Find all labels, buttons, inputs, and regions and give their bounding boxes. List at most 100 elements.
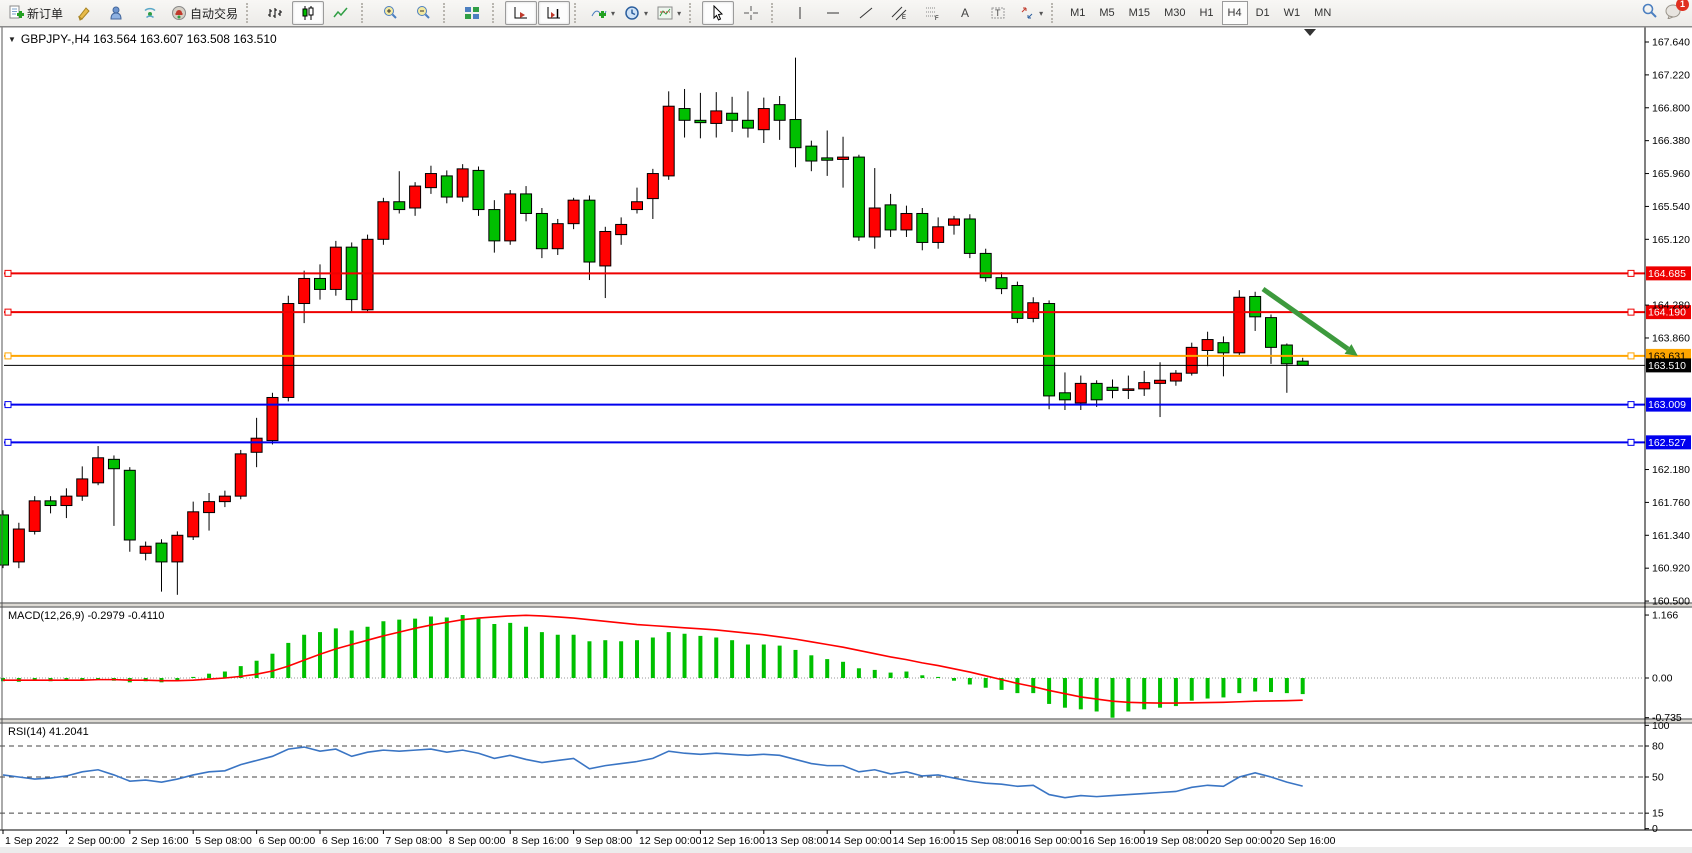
svg-text:165.540: 165.540 — [1652, 201, 1690, 213]
svg-text:-0.735: -0.735 — [1652, 712, 1682, 724]
notifications-button[interactable]: 1 — [1664, 0, 1689, 24]
svg-text:160.920: 160.920 — [1652, 563, 1690, 575]
macd-panel: 1.166 0.00 -0.735 — [0, 610, 1682, 724]
trendline-icon — [858, 5, 874, 21]
line-chart-button[interactable] — [325, 1, 357, 25]
templates-icon — [657, 5, 673, 21]
rsi-indicator-label: RSI(14) 41.2041 — [8, 726, 89, 738]
timeframe-m15[interactable]: M15 — [1128, 7, 1151, 19]
svg-text:13 Sep 08:00: 13 Sep 08:00 — [766, 835, 829, 847]
svg-text:8 Sep 00:00: 8 Sep 00:00 — [449, 835, 506, 847]
candlestick-chart-button[interactable] — [292, 1, 325, 25]
svg-text:50: 50 — [1652, 772, 1664, 784]
svg-text:8 Sep 16:00: 8 Sep 16:00 — [512, 835, 569, 847]
price-line-164.190[interactable]: 164.190 — [4, 305, 1691, 320]
svg-text:6 Sep 00:00: 6 Sep 00:00 — [259, 835, 316, 847]
dropdown-arrow-icon: ▾ — [677, 8, 682, 18]
dropdown-arrow-icon: ▾ — [1039, 8, 1044, 18]
svg-text:15 Sep 08:00: 15 Sep 08:00 — [956, 835, 1019, 847]
new-order-button[interactable]: 新订单 — [4, 1, 67, 25]
svg-text:167.220: 167.220 — [1652, 69, 1690, 81]
timeframe-h4[interactable]: H4 — [1221, 1, 1248, 25]
arrows-tool-button[interactable]: ▾ — [1015, 1, 1047, 25]
bar-chart-button[interactable] — [259, 1, 291, 25]
svg-text:165.960: 165.960 — [1652, 168, 1690, 180]
trendline-tool-button[interactable] — [850, 1, 882, 25]
signals-icon — [142, 5, 158, 21]
fibonacci-icon: F — [924, 5, 940, 21]
timeframe-toolbar: M1 M5 M15 M30 H1 H4 D1 W1 MN — [1064, 1, 1337, 25]
timeframe-mn[interactable]: MN — [1314, 7, 1332, 19]
crosshair-icon — [743, 5, 759, 21]
timeframe-h1[interactable]: H1 — [1199, 7, 1214, 19]
svg-text:20 Sep 00:00: 20 Sep 00:00 — [1210, 835, 1273, 847]
svg-text:160.500: 160.500 — [1652, 596, 1690, 608]
search-icon[interactable] — [1641, 2, 1658, 24]
autotrading-button[interactable]: 自动交易 — [167, 1, 242, 25]
timeframe-m5[interactable]: M5 — [1099, 7, 1115, 19]
chart-window[interactable]: 164.685 164.190 163.631 163.510 163.009 162.5… — [0, 26, 1692, 853]
svg-text:167.640: 167.640 — [1652, 37, 1690, 49]
svg-text:E: E — [902, 15, 906, 21]
svg-text:12 Sep 16:00: 12 Sep 16:00 — [702, 835, 765, 847]
macd-indicator-label: MACD(12,26,9) -0.2979 -0.4110 — [8, 610, 165, 622]
text-icon: A — [957, 5, 973, 21]
dropdown-arrow-icon: ▾ — [611, 8, 616, 18]
svg-text:9 Sep 08:00: 9 Sep 08:00 — [576, 835, 633, 847]
vertical-line-tool-button[interactable] — [784, 1, 816, 25]
add-indicator-button[interactable]: ▾ — [587, 1, 619, 25]
price-line-163.009[interactable]: 163.009 — [4, 397, 1691, 412]
svg-text:163.510: 163.510 — [1648, 360, 1686, 372]
cursor-button[interactable] — [702, 1, 735, 25]
svg-text:F: F — [935, 16, 939, 21]
candlestick-series — [0, 57, 1309, 595]
market-watch-button[interactable] — [101, 1, 133, 25]
svg-text:6 Sep 16:00: 6 Sep 16:00 — [322, 835, 379, 847]
text-label-icon: T — [990, 5, 1006, 21]
crosshair-button[interactable] — [735, 1, 767, 25]
chart-shift-icon — [546, 5, 562, 21]
main-toolbar: 新订单 自动交易 — [0, 0, 1692, 27]
signals-button[interactable] — [134, 1, 166, 25]
svg-text:164.685: 164.685 — [1648, 268, 1686, 280]
zoom-in-button[interactable] — [374, 1, 406, 25]
autotrading-icon — [171, 5, 187, 21]
svg-text:A: A — [961, 6, 969, 20]
auto-scroll-button[interactable] — [505, 1, 538, 25]
timeframe-m1[interactable]: M1 — [1070, 7, 1086, 19]
one-click-trading-toggle-icon[interactable]: ▼ — [8, 34, 16, 44]
templates-button[interactable]: ▾ — [653, 1, 685, 25]
text-tool-button[interactable]: A — [949, 1, 981, 25]
horizontal-line-tool-button[interactable] — [817, 1, 849, 25]
bar-chart-icon — [267, 5, 283, 21]
svg-text:165.120: 165.120 — [1652, 234, 1690, 246]
fibonacci-tool-button[interactable]: F — [916, 1, 948, 25]
time-axis: 1 Sep 2022 2 Sep 00:00 2 Sep 16:00 5 Sep 08… — [2, 830, 1336, 847]
metaeditor-button[interactable] — [68, 1, 100, 25]
text-label-tool-button[interactable]: T — [982, 1, 1014, 25]
price-chart[interactable]: 164.685164.190163.631163.510163.009162.5… — [0, 26, 1692, 853]
tile-windows-button[interactable] — [456, 1, 488, 25]
svg-text:1 Sep 2022: 1 Sep 2022 — [5, 835, 59, 847]
chart-shift-marker[interactable] — [1304, 29, 1316, 36]
svg-text:164.280: 164.280 — [1652, 300, 1690, 312]
svg-text:2 Sep 00:00: 2 Sep 00:00 — [68, 835, 125, 847]
timeframe-w1[interactable]: W1 — [1283, 7, 1301, 19]
trend-arrow[interactable] — [1261, 286, 1358, 356]
timeframe-d1[interactable]: D1 — [1255, 7, 1270, 19]
new-order-label: 新订单 — [27, 6, 64, 21]
zoom-out-button[interactable] — [407, 1, 439, 25]
svg-text:0: 0 — [1652, 823, 1658, 835]
svg-text:20 Sep 16:00: 20 Sep 16:00 — [1273, 835, 1336, 847]
price-line-162.527[interactable]: 162.527 — [4, 435, 1691, 450]
price-line-164.685[interactable]: 164.685 — [4, 266, 1691, 281]
vertical-line-icon — [792, 5, 808, 21]
timeframe-m30[interactable]: M30 — [1164, 7, 1186, 19]
chart-shift-button[interactable] — [538, 1, 571, 25]
svg-text:1.166: 1.166 — [1652, 610, 1678, 622]
periods-button[interactable]: ▾ — [620, 1, 652, 25]
svg-text:15: 15 — [1652, 808, 1664, 820]
toolbar-separator — [1051, 3, 1060, 23]
svg-text:0.00: 0.00 — [1652, 673, 1673, 685]
channel-tool-button[interactable]: E — [883, 1, 915, 25]
